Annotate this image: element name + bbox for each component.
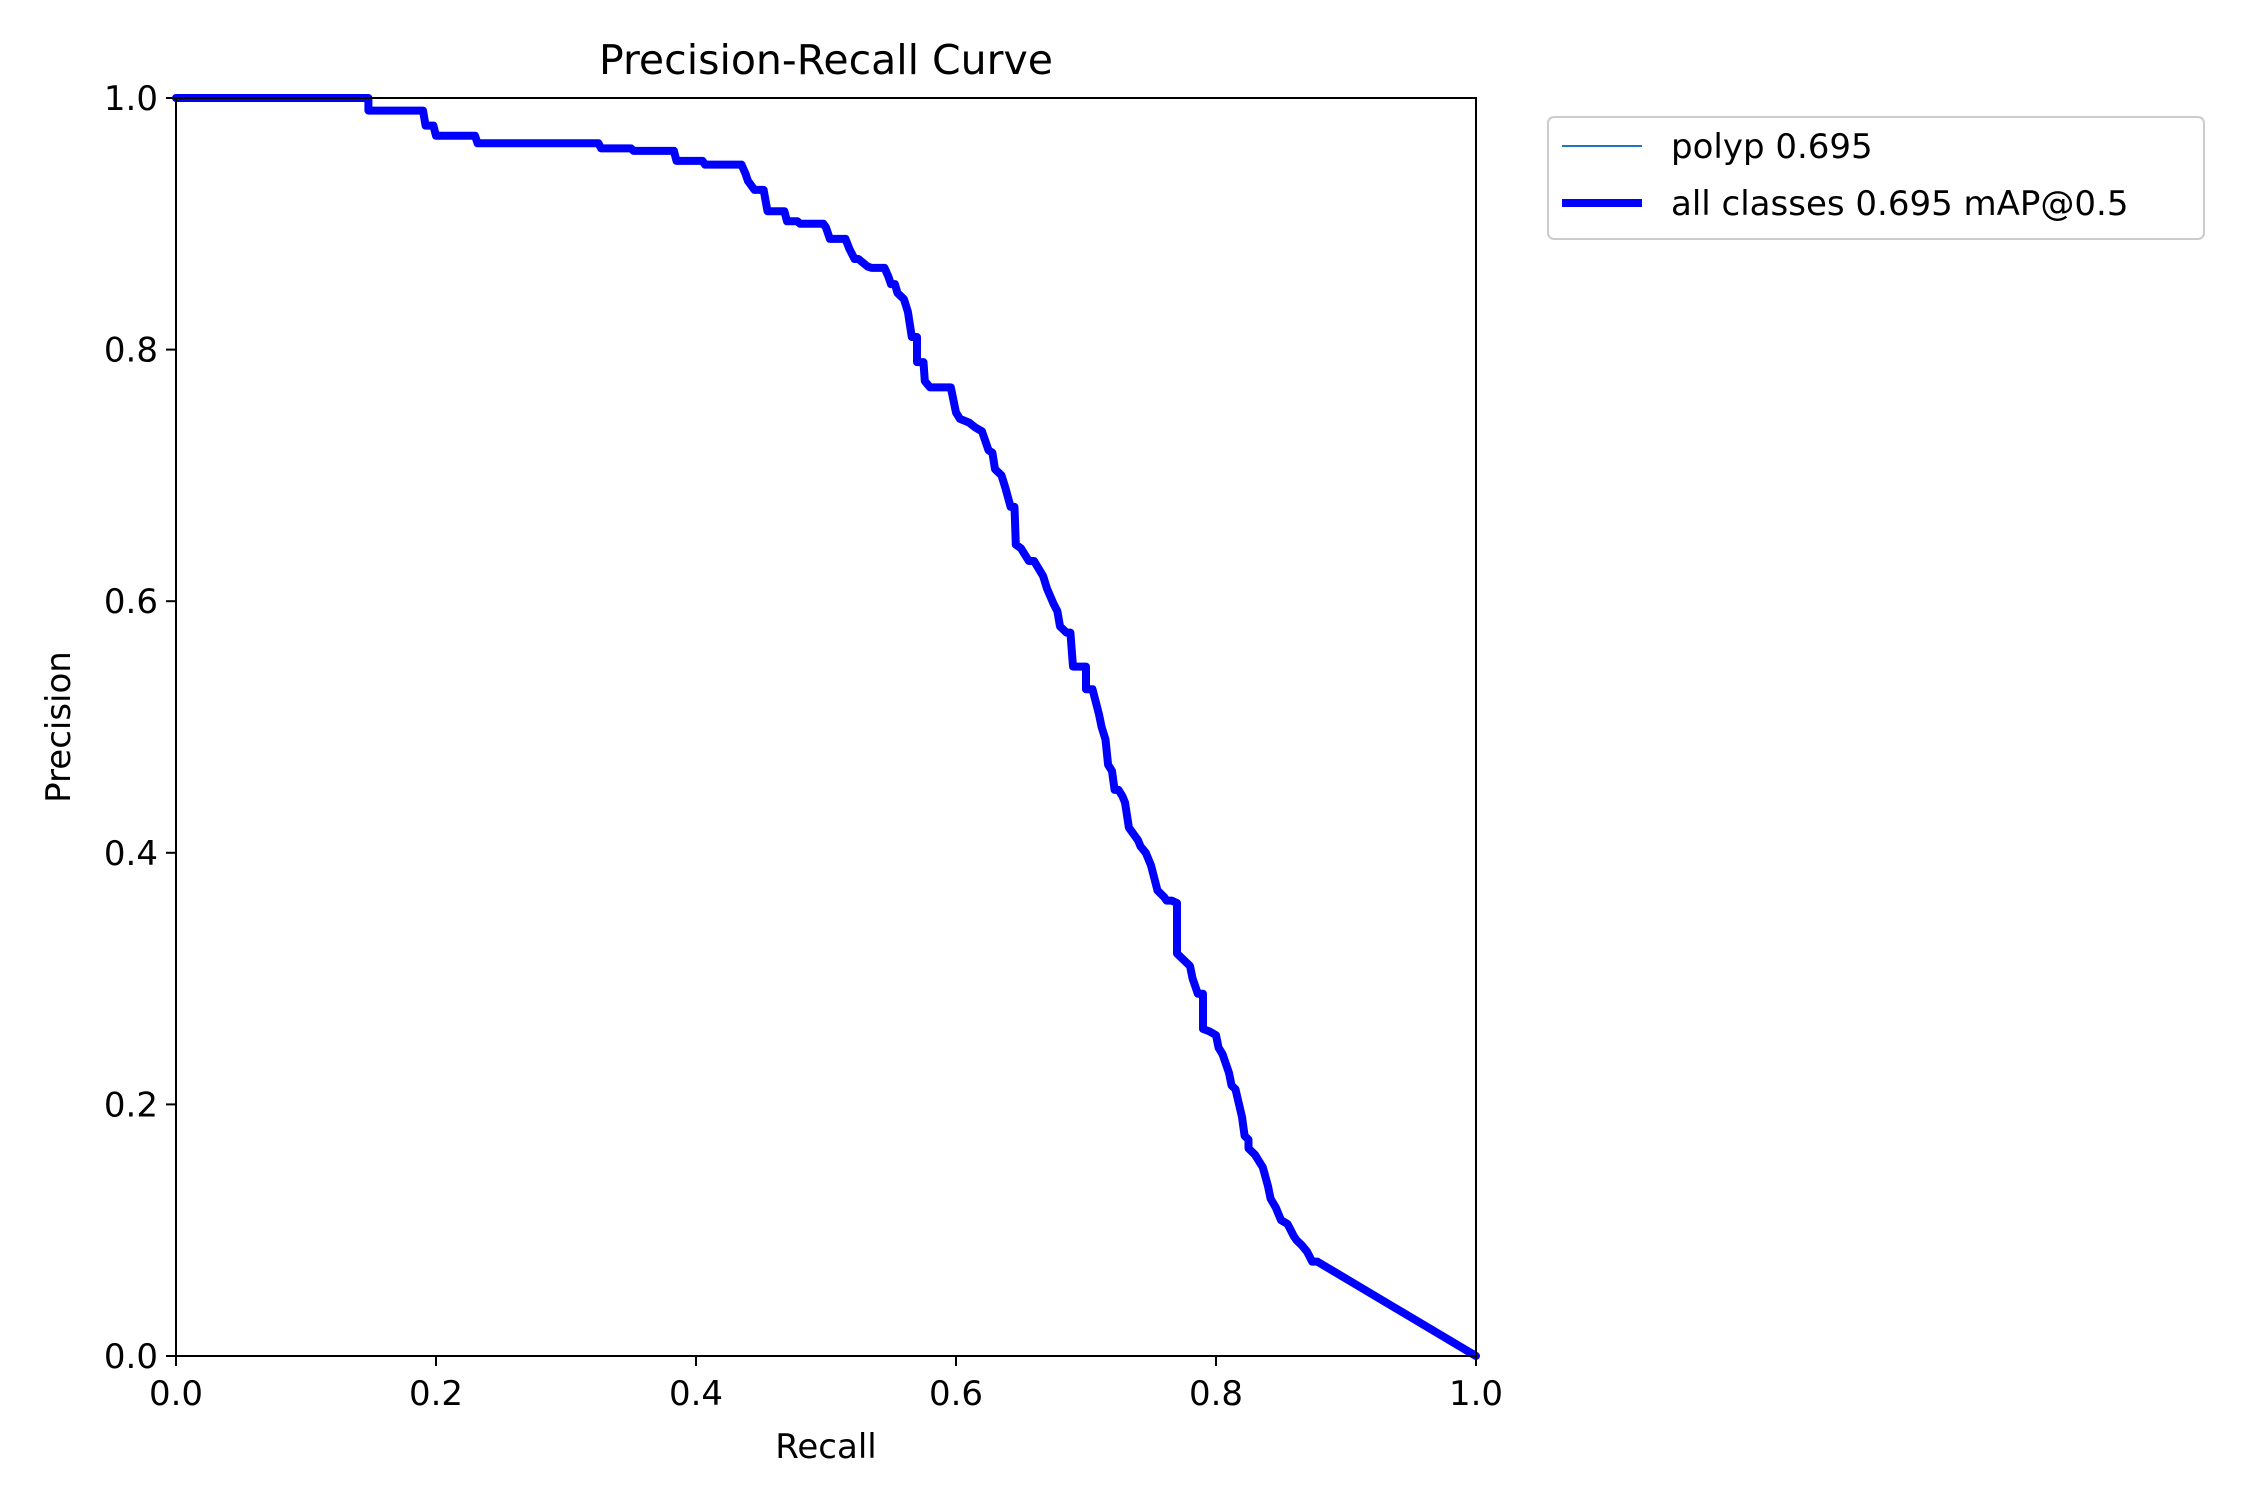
plot-area — [176, 98, 1476, 1356]
plot-frame — [175, 97, 1477, 1357]
x-axis-ticks: 0.0 0.2 0.4 0.6 0.8 1.0 — [149, 1356, 1503, 1414]
x-tick-label: 0.4 — [669, 1374, 723, 1414]
x-tick-label: 0.0 — [149, 1374, 203, 1414]
x-axis-title: Recall — [775, 1427, 876, 1467]
legend-box — [1547, 116, 2205, 240]
y-tick-label: 0.2 — [104, 1085, 158, 1125]
series-group — [172, 94, 1480, 1360]
y-tick-label: 0.4 — [104, 834, 158, 874]
plot-background — [176, 98, 1476, 1356]
x-tick-label: 0.2 — [409, 1374, 463, 1414]
x-tick-label: 0.8 — [1189, 1374, 1243, 1414]
legend-label-polyp: polyp 0.695 — [1671, 127, 1873, 167]
y-tick-label: 0.6 — [104, 582, 158, 622]
chart-title: Precision-Recall Curve — [599, 36, 1053, 84]
y-axis-ticks: 0.0 0.2 0.4 0.6 0.8 1.0 — [104, 79, 176, 1377]
y-tick-label: 1.0 — [104, 79, 158, 119]
y-axis-title: Precision — [39, 651, 79, 803]
y-tick-label: 0.8 — [104, 331, 158, 371]
x-tick-label: 0.6 — [929, 1374, 983, 1414]
legend: polyp 0.695 all classes 0.695 mAP@0.5 — [1547, 116, 2205, 240]
legend-label-all-classes: all classes 0.695 mAP@0.5 — [1671, 184, 2128, 224]
y-tick-label: 0.0 — [104, 1337, 158, 1377]
x-tick-label: 1.0 — [1449, 1374, 1503, 1414]
series-line-all-classes — [172, 94, 1480, 1360]
